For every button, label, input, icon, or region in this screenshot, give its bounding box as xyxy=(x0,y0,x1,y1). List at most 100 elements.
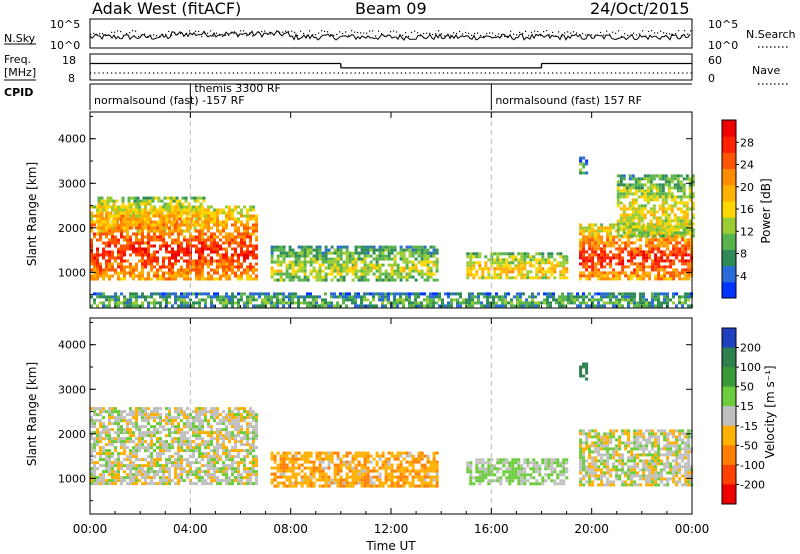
heat-cell xyxy=(234,238,237,242)
heat-cell xyxy=(201,274,204,278)
heat-cell xyxy=(630,262,634,266)
heat-cell xyxy=(225,259,228,263)
nsearch-dot xyxy=(378,30,380,32)
heat-cell xyxy=(171,304,174,308)
heat-cell xyxy=(450,292,453,296)
heat-cell xyxy=(652,228,656,232)
heat-cell xyxy=(660,232,664,236)
heat-cell xyxy=(228,464,231,468)
heat-cell xyxy=(616,222,620,226)
heat-cell xyxy=(616,180,620,184)
heat-cell xyxy=(267,298,270,302)
heat-cell xyxy=(315,251,319,255)
heat-cell xyxy=(285,266,289,270)
heat-cell xyxy=(688,177,692,181)
heat-cell xyxy=(156,235,159,239)
heat-cell xyxy=(519,301,522,305)
heat-cell xyxy=(183,301,186,305)
heat-cell xyxy=(252,256,255,260)
heat-cell xyxy=(117,217,120,221)
heat-cell xyxy=(207,226,210,230)
heat-cell xyxy=(634,222,638,226)
heat-cell xyxy=(688,219,692,223)
heat-cell xyxy=(612,226,616,230)
heat-cell xyxy=(279,263,283,267)
heat-cell xyxy=(225,220,228,224)
heat-cell xyxy=(300,301,303,305)
heat-cell xyxy=(472,273,476,277)
heat-cell xyxy=(177,229,180,233)
heat-cell xyxy=(681,256,685,260)
heat-cell xyxy=(178,199,182,203)
heat-cell xyxy=(516,298,519,302)
heat-cell xyxy=(162,256,165,260)
nsearch-dot xyxy=(129,32,131,34)
heat-cell xyxy=(336,245,340,249)
heat-cell xyxy=(204,298,207,302)
heat-cell xyxy=(195,431,198,435)
heat-cell xyxy=(162,440,165,444)
heat-cell xyxy=(276,298,279,302)
heat-cell xyxy=(514,255,518,259)
heat-cell xyxy=(663,274,667,278)
heat-cell xyxy=(282,257,286,261)
heat-cell xyxy=(183,416,186,420)
heat-cell xyxy=(90,268,93,272)
heat-cell xyxy=(372,295,375,299)
heat-cell xyxy=(135,205,138,209)
heat-cell xyxy=(384,245,388,249)
heat-cell xyxy=(132,265,135,269)
heat-cell xyxy=(106,202,110,206)
heat-cell xyxy=(582,271,586,275)
heat-cell xyxy=(408,260,412,264)
heat-cell xyxy=(628,201,632,205)
heat-cell xyxy=(240,440,243,444)
heat-cell xyxy=(135,298,138,302)
heat-cell xyxy=(126,440,129,444)
heat-cell xyxy=(225,217,228,221)
heat-cell xyxy=(111,455,114,459)
heat-cell xyxy=(682,204,686,208)
heat-cell xyxy=(444,304,447,308)
heat-cell xyxy=(237,470,240,474)
heat-cell xyxy=(666,298,669,302)
heat-cell xyxy=(414,248,418,252)
heat-cell xyxy=(661,210,665,214)
heat-cell xyxy=(165,292,168,296)
heat-cell xyxy=(396,298,399,302)
heat-cell xyxy=(234,217,237,221)
heat-cell xyxy=(645,238,649,242)
heat-cell xyxy=(121,196,125,200)
heat-cell xyxy=(357,278,361,282)
heat-cell xyxy=(354,298,357,302)
heat-cell xyxy=(147,434,150,438)
heat-cell xyxy=(435,257,439,261)
heat-cell xyxy=(273,269,277,273)
heat-cell xyxy=(165,428,168,432)
heat-cell xyxy=(625,216,629,220)
heat-cell xyxy=(291,272,295,276)
heat-cell xyxy=(543,298,546,302)
heat-cell xyxy=(681,301,684,305)
heat-cell xyxy=(102,223,105,227)
heat-cell xyxy=(90,229,93,233)
heat-cell xyxy=(130,196,134,200)
heat-cell xyxy=(108,205,111,209)
heat-cell xyxy=(90,304,93,308)
heat-cell xyxy=(129,247,132,251)
heat-cell xyxy=(177,247,180,251)
heat-cell xyxy=(153,407,156,411)
heat-cell xyxy=(438,304,441,308)
heat-cell xyxy=(348,257,352,261)
heat-cell xyxy=(135,220,138,224)
heat-cell xyxy=(276,292,279,296)
heat-cell xyxy=(414,295,417,299)
heat-cell xyxy=(120,256,123,260)
heat-cell xyxy=(162,214,165,218)
heat-cell xyxy=(399,254,403,258)
heat-cell xyxy=(237,479,240,483)
heat-cell xyxy=(279,272,283,276)
heat-cell xyxy=(547,258,551,262)
heat-cell xyxy=(666,253,670,257)
heat-cell xyxy=(108,229,111,233)
